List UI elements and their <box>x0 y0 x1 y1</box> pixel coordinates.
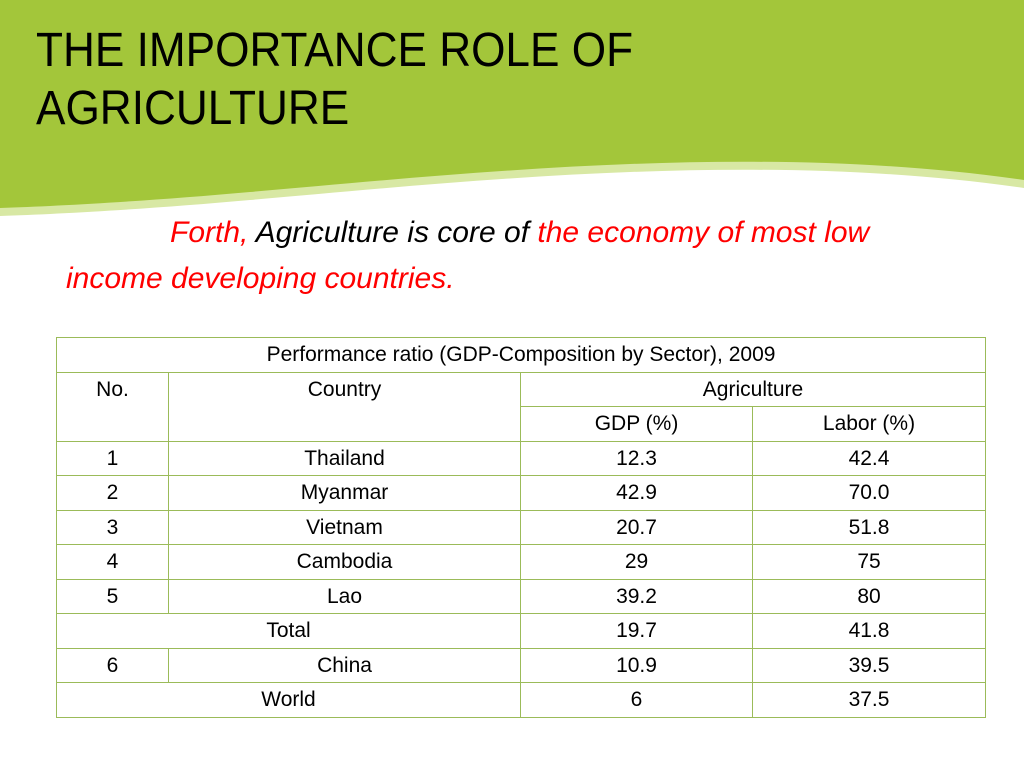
header-row: No. Country Agriculture <box>56 371 986 442</box>
cell-country: Lao <box>168 578 521 614</box>
cell-no: 2 <box>56 475 169 511</box>
cell-labor: 42.4 <box>752 440 986 476</box>
table-row: 6 China 10.9 39.5 <box>56 647 986 683</box>
cell-labor: 37.5 <box>752 682 986 718</box>
cell-labor: 75 <box>752 544 986 580</box>
cell-gdp: 12.3 <box>520 440 753 476</box>
cell-gdp: 39.2 <box>520 578 753 614</box>
cell-gdp: 42.9 <box>520 475 753 511</box>
page-title: THE IMPORTANCE ROLE OF AGRICULTURE <box>36 22 846 138</box>
cell-total-label: Total <box>56 613 521 649</box>
cell-gdp: 29 <box>520 544 753 580</box>
header-agriculture: Agriculture <box>520 371 986 407</box>
cell-gdp: 20.7 <box>520 509 753 545</box>
cell-no: 3 <box>56 509 169 545</box>
title-line-1: THE IMPORTANCE ROLE OF <box>36 24 634 77</box>
table-row: 4 Cambodia 29 75 <box>56 544 986 580</box>
cell-country: Myanmar <box>168 475 521 511</box>
cell-gdp: 10.9 <box>520 647 753 683</box>
table-caption: Performance ratio (GDP-Composition by Se… <box>56 337 986 373</box>
header-no: No. <box>56 371 169 442</box>
cell-gdp: 19.7 <box>520 613 753 649</box>
cell-labor: 51.8 <box>752 509 986 545</box>
cell-labor: 80 <box>752 578 986 614</box>
cell-no: 1 <box>56 440 169 476</box>
cell-country: Thailand <box>168 440 521 476</box>
table-row: 2 Myanmar 42.9 70.0 <box>56 475 986 511</box>
table-row: 1 Thailand 12.3 42.4 <box>56 440 986 476</box>
cell-no: 5 <box>56 578 169 614</box>
cell-world-label: World <box>56 682 521 718</box>
subtitle-part-core: Agriculture is core of <box>248 216 538 249</box>
cell-no: 4 <box>56 544 169 580</box>
cell-labor: 70.0 <box>752 475 986 511</box>
title-banner <box>0 0 1024 216</box>
cell-gdp: 6 <box>520 682 753 718</box>
cell-labor: 39.5 <box>752 647 986 683</box>
subtitle-statement: Forth, Agriculture is core of the econom… <box>66 210 966 302</box>
banner-green-shape <box>0 0 1024 208</box>
cell-country: Cambodia <box>168 544 521 580</box>
title-line-2: AGRICULTURE <box>36 82 350 135</box>
gdp-composition-table: Performance ratio (GDP-Composition by Se… <box>56 337 986 718</box>
world-row: World 6 37.5 <box>56 682 986 718</box>
cell-country: China <box>168 647 521 683</box>
subtitle-part-forth: Forth, <box>170 216 249 249</box>
header-gdp: GDP (%) <box>520 406 753 442</box>
total-row: Total 19.7 41.8 <box>56 613 986 649</box>
table-row: 5 Lao 39.2 80 <box>56 578 986 614</box>
subtitle-part-economy: the economy of most low income developin… <box>66 216 870 295</box>
cell-labor: 41.8 <box>752 613 986 649</box>
cell-country: Vietnam <box>168 509 521 545</box>
header-country: Country <box>168 371 521 442</box>
caption-row: Performance ratio (GDP-Composition by Se… <box>56 337 986 373</box>
table-row: 3 Vietnam 20.7 51.8 <box>56 509 986 545</box>
cell-no: 6 <box>56 647 169 683</box>
header-labor: Labor (%) <box>752 406 986 442</box>
